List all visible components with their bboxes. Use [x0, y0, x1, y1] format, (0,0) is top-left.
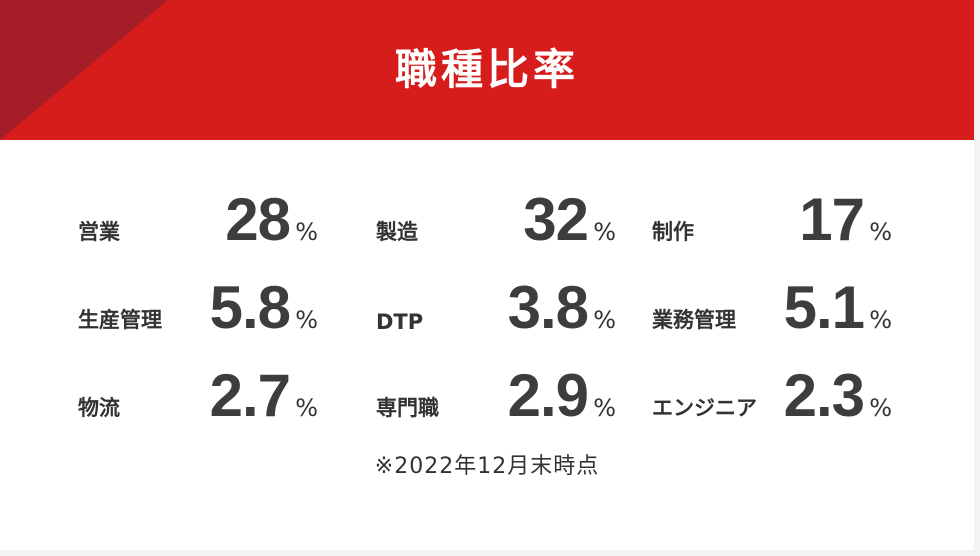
stat-label: 生産管理	[78, 308, 162, 332]
stat-label: 物流	[78, 396, 120, 420]
header-banner: 職種比率	[0, 0, 974, 140]
stat-item-sales: 営業 28 %	[78, 180, 318, 252]
stat-value: 28	[225, 186, 291, 253]
stat-label: 専門職	[376, 396, 439, 420]
stat-value: 2.9	[507, 362, 589, 429]
stat-unit: %	[593, 218, 616, 246]
stat-label: 業務管理	[652, 308, 736, 332]
stat-item-logistics: 物流 2.7 %	[78, 356, 318, 428]
stat-unit: %	[295, 394, 318, 422]
stat-item-operations-management: 業務管理 5.1 %	[652, 268, 892, 340]
stat-unit: %	[295, 218, 318, 246]
stat-label: DTP	[376, 310, 424, 334]
stat-item-specialist: 専門職 2.9 %	[376, 356, 616, 428]
stats-row: 営業 28 % 製造 32 % 制作 17 %	[78, 180, 918, 252]
stat-item-engineer: エンジニア 2.3 %	[652, 356, 892, 428]
stat-item-dtp: DTP 3.8 %	[376, 268, 616, 340]
stat-item-manufacturing: 製造 32 %	[376, 180, 616, 252]
header-corner-accent	[0, 0, 168, 140]
stats-row: 生産管理 5.8 % DTP 3.8 % 業務管理 5.1 %	[78, 268, 918, 340]
stat-label: エンジニア	[652, 396, 757, 420]
page-title: 職種比率	[394, 45, 579, 94]
stat-value: 2.3	[783, 362, 865, 429]
stats-row: 物流 2.7 % 専門職 2.9 % エンジニア 2.3 %	[78, 356, 918, 428]
stat-unit: %	[869, 306, 892, 334]
stat-value: 32	[523, 186, 589, 253]
stat-value: 5.8	[209, 274, 291, 341]
stat-item-production-management: 生産管理 5.8 %	[78, 268, 318, 340]
stat-unit: %	[869, 218, 892, 246]
stat-unit: %	[593, 306, 616, 334]
stat-value: 5.1	[783, 274, 865, 341]
stat-unit: %	[869, 394, 892, 422]
stat-value: 3.8	[507, 274, 589, 341]
stat-unit: %	[593, 394, 616, 422]
stat-value: 17	[799, 186, 865, 253]
stat-label: 営業	[78, 220, 120, 244]
stat-unit: %	[295, 306, 318, 334]
stat-value: 2.7	[209, 362, 291, 429]
footnote: ※2022年12月末時点	[374, 454, 600, 479]
stat-label: 製造	[376, 220, 418, 244]
stat-item-production: 制作 17 %	[652, 180, 892, 252]
stat-label: 制作	[652, 220, 694, 244]
